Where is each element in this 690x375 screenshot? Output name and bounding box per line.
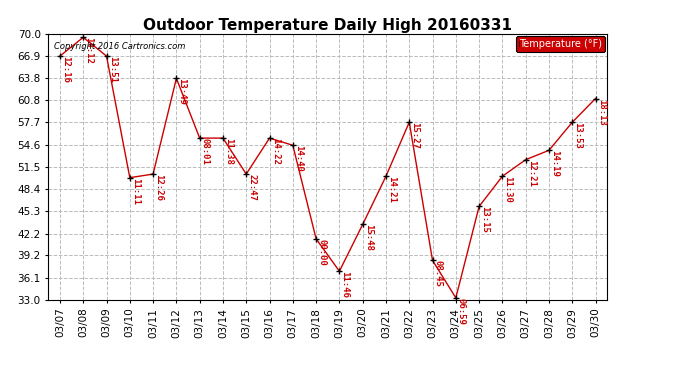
Text: 13:15: 13:15: [480, 207, 489, 233]
Text: 08:45: 08:45: [434, 260, 443, 287]
Text: 06:59: 06:59: [457, 298, 466, 325]
Text: 11:46: 11:46: [341, 271, 350, 298]
Text: 13:51: 13:51: [108, 56, 117, 83]
Text: 13:53: 13:53: [573, 122, 582, 149]
Text: Copyright 2016 Cartronics.com: Copyright 2016 Cartronics.com: [54, 42, 185, 51]
Text: 14:40: 14:40: [294, 145, 303, 172]
Text: 12:21: 12:21: [527, 160, 536, 186]
Text: 00:00: 00:00: [317, 239, 326, 266]
Legend: Temperature (°F): Temperature (°F): [516, 36, 605, 51]
Text: 12:16: 12:16: [61, 56, 70, 83]
Title: Outdoor Temperature Daily High 20160331: Outdoor Temperature Daily High 20160331: [144, 18, 512, 33]
Text: 14:19: 14:19: [550, 150, 559, 177]
Text: 11:38: 11:38: [224, 138, 233, 165]
Text: 15:48: 15:48: [364, 225, 373, 251]
Text: 08:01: 08:01: [201, 138, 210, 165]
Text: 22:47: 22:47: [248, 174, 257, 201]
Text: 14:12: 14:12: [84, 38, 93, 64]
Text: 12:26: 12:26: [155, 174, 164, 201]
Text: 11:11: 11:11: [131, 178, 140, 204]
Text: 14:21: 14:21: [387, 176, 396, 203]
Text: 14:22: 14:22: [270, 138, 279, 165]
Text: 13:49: 13:49: [177, 78, 186, 105]
Text: 15:27: 15:27: [411, 122, 420, 149]
Text: 11:30: 11:30: [504, 176, 513, 203]
Text: 18:13: 18:13: [597, 99, 606, 125]
